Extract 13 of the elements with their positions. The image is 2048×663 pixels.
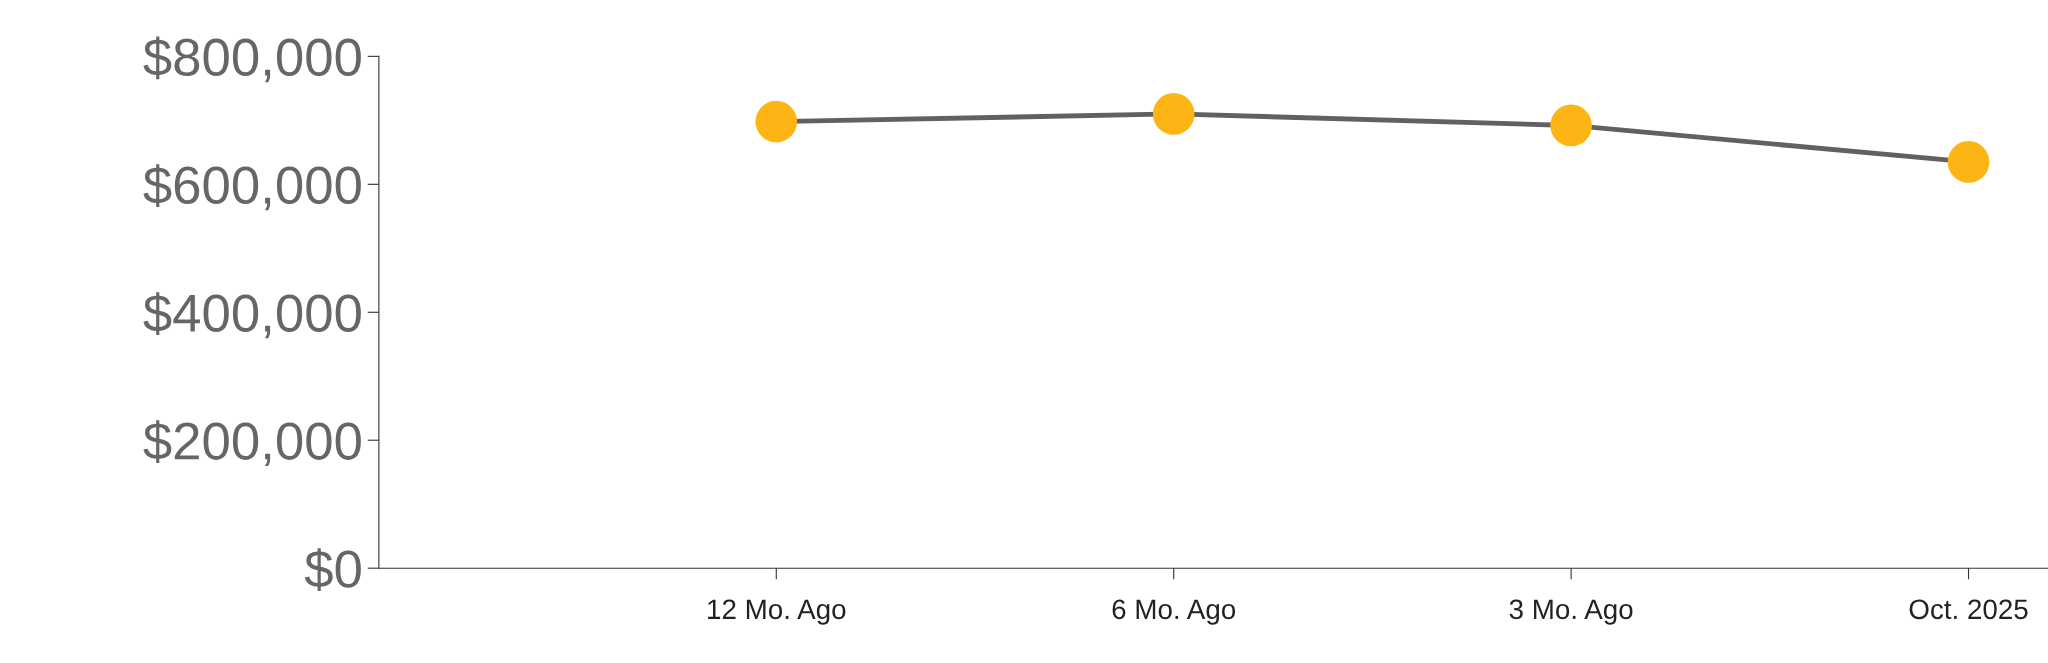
point [1152, 93, 1195, 135]
point [755, 100, 798, 143]
point [1550, 104, 1592, 147]
y-tick-label: $600,000 [143, 164, 361, 211]
x-tick-label: 6 Mo. Ago [1112, 599, 1236, 625]
y-tick-label: $800,000 [143, 36, 361, 83]
point [1947, 141, 1990, 183]
x-tick-label: 12 Mo. Ago [708, 599, 846, 625]
y-tick-label: $0 [304, 548, 361, 591]
x-tick-label: Oct. 2025 [1909, 599, 2028, 620]
y-tick-label: $400,000 [143, 292, 361, 339]
x-tick-label: 3 Mo. Ago [1509, 599, 1633, 625]
y-tick-label: $200,000 [143, 420, 361, 467]
